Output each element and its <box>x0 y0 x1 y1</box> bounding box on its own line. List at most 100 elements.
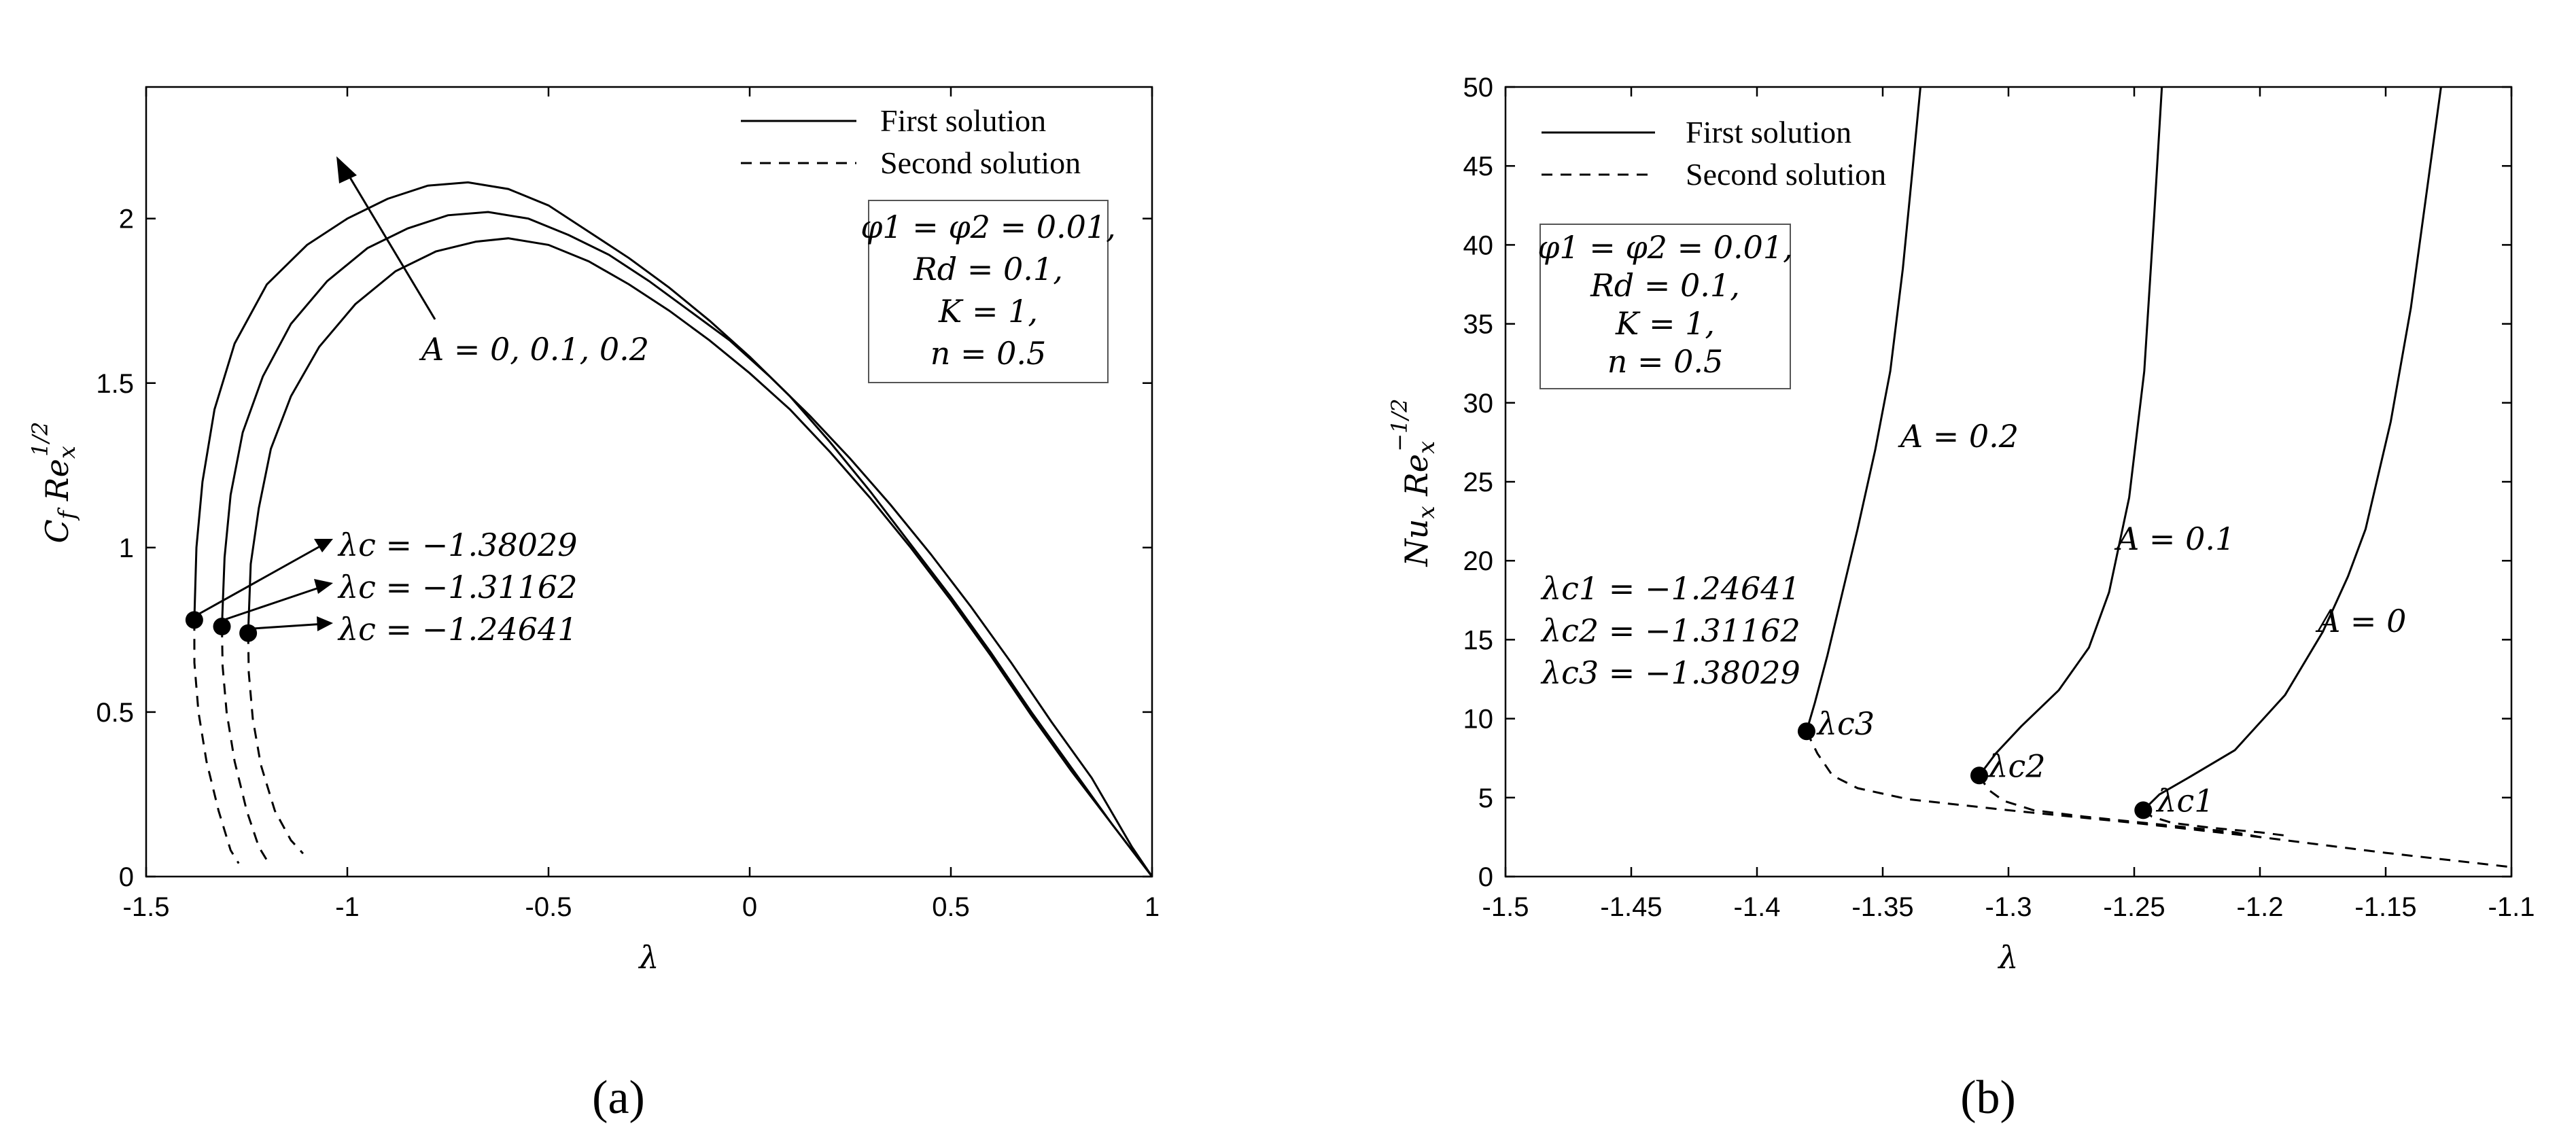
crit-label-1: λc = −1.38029 <box>337 527 577 563</box>
chart-b-point-labels: λc3 λc2 λc1 <box>1816 705 2214 819</box>
y-tick-label: 45 <box>1463 152 1494 181</box>
param-b-line-4: n = 0.5 <box>1607 343 1724 380</box>
chart-a-xlabel: λ <box>638 939 659 976</box>
crit-list-3: λc3 = −1.38029 <box>1540 654 1800 691</box>
param-b-line-2: Rd = 0.1, <box>1590 267 1740 304</box>
curve-label: A = 0.2 <box>1898 418 2019 455</box>
A-arrow-head <box>336 156 357 183</box>
crit-arrowhead-2 <box>314 579 333 594</box>
x-tick-label: -1.2 <box>2237 892 2284 922</box>
series-line-dashed-A-0_1 <box>1978 775 2261 839</box>
x-tick-label: -1.1 <box>2488 892 2535 922</box>
x-tick-label: -0.5 <box>525 892 572 922</box>
chart-b-caption: (b) <box>1960 1072 2016 1124</box>
series-line-solid-A-0 <box>247 237 1153 877</box>
point-label: λc2 <box>1987 748 2045 785</box>
chart-a-critical-points <box>185 611 258 642</box>
series-line-solid-A-0 <box>2142 86 2442 811</box>
y-tick-label: 1.5 <box>96 369 134 399</box>
y-tick-label: 20 <box>1463 546 1494 576</box>
param-b-line-1: φ1 = φ2 = 0.01, <box>1537 229 1793 266</box>
critical-point-3 <box>239 624 258 642</box>
chart-b-legend: First solution Second solution <box>1542 115 1886 192</box>
x-tick-label: -1.45 <box>1600 892 1662 922</box>
parameter-box-frame <box>868 200 1109 383</box>
point-label: λc3 <box>1816 705 1875 742</box>
y-tick-label: 10 <box>1463 705 1494 735</box>
y-tick-label: 2 <box>119 205 134 234</box>
chart-b-xlabel: λ <box>1997 939 2018 976</box>
legend-b-first-solution: First solution <box>1686 115 1851 149</box>
y-tick-label: 5 <box>1478 783 1493 813</box>
x-tick-label: -1.3 <box>1985 892 2032 922</box>
series-line-solid-A-0_1 <box>1978 86 2163 777</box>
chart-a: -1.5 -1 -0.5 0 0.5 1 0 0.5 1 1.5 2 λ Cf Rex1/2 Fi… <box>27 86 1160 1124</box>
chart-b-x-ticks: -1.5 -1.45 -1.4 -1.35 -1.3 -1.25 -1.2 -1.15 -1.1 <box>1482 87 2535 922</box>
series-line-solid-A-0_2 <box>1805 86 1921 732</box>
crit-arrow-1 <box>196 542 326 616</box>
crit-list-2: λc2 = −1.31162 <box>1540 612 1800 649</box>
chart-a-x-ticks: -1.5 -1 -0.5 0 0.5 1 <box>123 87 1160 922</box>
critical-point-1 <box>1797 722 1815 741</box>
x-tick-label: -1 <box>335 892 360 922</box>
chart-b-curves <box>1805 86 2512 868</box>
critical-point-1 <box>185 611 203 629</box>
param-line-3: K = 1, <box>938 293 1038 330</box>
crit-label-2: λc = −1.31162 <box>337 569 577 605</box>
A-arrow-label: A = 0, 0.1, 0.2 <box>419 331 649 368</box>
crit-arrowhead-3 <box>317 616 333 631</box>
y-tick-label: 0.5 <box>96 698 134 728</box>
x-tick-label: 0.5 <box>932 892 970 922</box>
series-line-dashed-A-0 <box>247 633 304 855</box>
chart-b-curve-labels: A = 0.2 A = 0.1 A = 0 <box>1898 418 2406 639</box>
critical-point-2 <box>213 618 231 636</box>
chart-a-plot-frame <box>145 86 1153 878</box>
y-tick-label: 15 <box>1463 625 1494 655</box>
x-tick-label: -1.15 <box>2354 892 2416 922</box>
crit-label-3: λc = −1.24641 <box>337 611 577 648</box>
series-line-dashed-A-0_2 <box>1805 730 2512 868</box>
series-line-solid-A-0_1 <box>221 211 1153 877</box>
chart-a-curves <box>193 181 1153 877</box>
y-tick-label: 0 <box>1478 862 1493 892</box>
y-tick-label: 30 <box>1463 389 1494 419</box>
critical-point-3 <box>2134 801 2153 819</box>
x-tick-label: 0 <box>742 892 757 922</box>
chart-a-ylabel: Cf Rex1/2 <box>27 422 81 544</box>
y-tick-label: 0 <box>119 862 134 892</box>
series-line-dashed-A-0_2 <box>193 620 240 864</box>
chart-a-y-ticks: 0 0.5 1 1.5 2 <box>96 205 1152 892</box>
x-tick-label: -1.5 <box>123 892 170 922</box>
chart-b-critical-points <box>1797 722 2153 819</box>
chart-b-parameter-box: φ1 = φ2 = 0.01, Rd = 0.1, K = 1, n = 0.5 <box>1537 224 1793 389</box>
x-tick-label: -1.4 <box>1734 892 1781 922</box>
y-tick-label: 40 <box>1463 230 1494 260</box>
crit-arrow-2 <box>224 584 326 621</box>
crit-list-1: λc1 = −1.24641 <box>1540 570 1800 607</box>
series-line-dashed-A-0 <box>2142 809 2286 837</box>
series-line-dashed-A-0_1 <box>221 626 268 861</box>
parameter-box-b-frame <box>1539 224 1791 389</box>
crit-arrowhead-1 <box>314 539 333 552</box>
chart-a-A-arrow: A = 0, 0.1, 0.2 <box>336 156 649 368</box>
critical-point-2 <box>1970 766 1989 785</box>
curve-label: A = 0.1 <box>2114 520 2235 557</box>
param-b-line-3: K = 1, <box>1615 305 1715 342</box>
param-line-2: Rd = 0.1, <box>913 251 1063 287</box>
chart-a-critical-labels: λc = −1.38029 λc = −1.31162 λc = −1.2464… <box>196 527 577 648</box>
chart-b-ylabel: Nux Rex−1/2 <box>1387 398 1440 567</box>
y-tick-label: 35 <box>1463 310 1494 340</box>
curve-label: A = 0 <box>2315 603 2406 639</box>
x-tick-label: -1.25 <box>2103 892 2165 922</box>
point-label: λc1 <box>2155 783 2214 819</box>
crit-arrow-3 <box>252 622 326 630</box>
param-line-4: n = 0.5 <box>930 335 1047 372</box>
chart-a-parameter-box: φ1 = φ2 = 0.01, Rd = 0.1, K = 1, n = 0.5 <box>860 200 1116 383</box>
chart-b: -1.5 -1.45 -1.4 -1.35 -1.3 -1.25 -1.2 -1.15 -1.1… <box>1387 73 2535 1124</box>
A-arrow-shaft <box>345 171 436 320</box>
chart-b-critical-list: λc1 = −1.24641 λc2 = −1.31162 λc3 = −1.3… <box>1540 570 1800 691</box>
y-tick-label: 25 <box>1463 467 1494 497</box>
param-line-1: φ1 = φ2 = 0.01, <box>860 209 1116 245</box>
y-tick-label: 1 <box>119 533 134 563</box>
